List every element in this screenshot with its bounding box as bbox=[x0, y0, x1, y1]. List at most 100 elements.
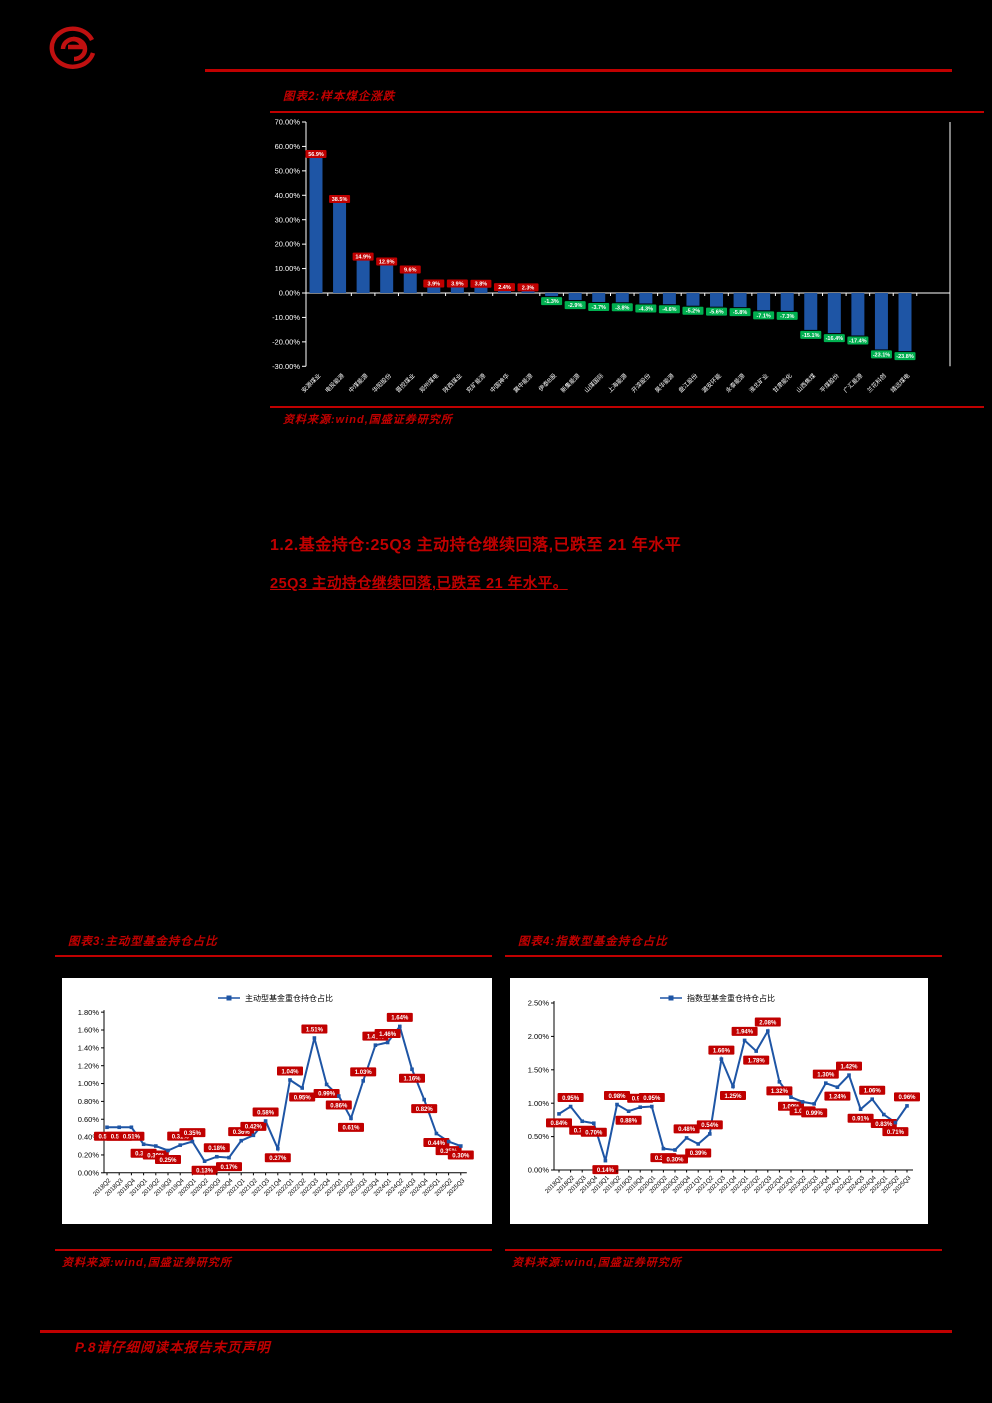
svg-text:9.6%: 9.6% bbox=[404, 268, 417, 274]
bar-group: -2.9% 新集能源 bbox=[559, 293, 586, 394]
svg-text:0.71%: 0.71% bbox=[887, 1130, 905, 1136]
svg-text:0.88%: 0.88% bbox=[620, 1119, 638, 1125]
point-value-label: 0.51% bbox=[118, 1131, 145, 1141]
svg-text:1.16%: 1.16% bbox=[403, 1077, 421, 1083]
data-point bbox=[789, 1095, 793, 1099]
point-value-label: 0.27% bbox=[264, 1153, 291, 1163]
svg-text:0.18%: 0.18% bbox=[208, 1146, 226, 1152]
data-point bbox=[446, 1139, 451, 1144]
figure3-panel: 主动型基金重仓持仓占比 1.80% 1.60% 1.40% 1.20% 1.00% 0.80… bbox=[62, 978, 492, 1224]
svg-text:0.95%: 0.95% bbox=[643, 1096, 661, 1102]
data-point bbox=[824, 1081, 828, 1085]
point-value-label: 0.88% bbox=[615, 1115, 642, 1125]
bar-group: 12.9% 华阳股份 bbox=[370, 257, 398, 394]
point-value-label: 0.95% bbox=[289, 1092, 316, 1102]
bar-category-label: 潞安环能 bbox=[700, 372, 723, 395]
bar-value-label bbox=[870, 350, 892, 359]
svg-text:0.42%: 0.42% bbox=[245, 1125, 263, 1131]
svg-text:0.95%: 0.95% bbox=[562, 1096, 580, 1102]
svg-text:0.95%: 0.95% bbox=[294, 1095, 312, 1101]
bar-value-label bbox=[776, 311, 798, 320]
svg-text:0.98%: 0.98% bbox=[608, 1094, 626, 1100]
data-point bbox=[288, 1078, 292, 1082]
svg-text:-3.8%: -3.8% bbox=[615, 305, 629, 311]
svg-text:1.25%: 1.25% bbox=[724, 1094, 742, 1100]
bar-group: -4.6% 昊华能源 bbox=[653, 293, 680, 394]
figure2-source-rule bbox=[270, 406, 984, 408]
point-value-label: 1.78% bbox=[743, 1055, 770, 1065]
bar-category-label: 兰花科创 bbox=[865, 372, 888, 395]
bar-value-label bbox=[493, 283, 515, 292]
sample-coal-bar-chart: 70.00% 60.00% 50.00% 40.00% 30.00% 20.00% 10.0… bbox=[272, 118, 951, 395]
figure4-source: 资料来源:wind,国盛证券研究所 bbox=[512, 1257, 682, 1269]
data-point bbox=[847, 1073, 851, 1077]
svg-text:3.9%: 3.9% bbox=[451, 281, 464, 287]
data-point bbox=[141, 1142, 146, 1147]
point-value-label: 0.30% bbox=[662, 1154, 688, 1164]
bar-group: -1.3% 伊泰B股 bbox=[537, 293, 563, 393]
data-point bbox=[870, 1097, 874, 1101]
svg-text:0.00%: 0.00% bbox=[279, 289, 301, 298]
data-point bbox=[337, 1094, 341, 1098]
bar-category-label: 甘肃能化 bbox=[771, 372, 794, 395]
bar-value-label bbox=[517, 283, 539, 292]
bar-value-label bbox=[376, 257, 398, 266]
svg-text:-5.6%: -5.6% bbox=[709, 310, 723, 316]
data-point bbox=[626, 1109, 631, 1114]
data-point bbox=[385, 1040, 390, 1045]
svg-text:-15.1%: -15.1% bbox=[802, 333, 820, 339]
point-value-label: 1.94% bbox=[731, 1026, 758, 1036]
svg-text:1.00%: 1.00% bbox=[528, 1099, 550, 1108]
data-point bbox=[434, 1131, 439, 1136]
bar-group: -4.3% 开滦股份 bbox=[630, 293, 657, 394]
svg-text:12.9%: 12.9% bbox=[379, 259, 395, 265]
svg-text:1.78%: 1.78% bbox=[748, 1058, 766, 1064]
bar-category-label: 永泰能源 bbox=[724, 372, 747, 395]
point-value-label: 0.98% bbox=[604, 1091, 630, 1101]
data-point bbox=[312, 1036, 317, 1040]
data-point bbox=[227, 1155, 231, 1160]
svg-text:1.51%: 1.51% bbox=[306, 1027, 324, 1033]
svg-text:0.20%: 0.20% bbox=[78, 1151, 100, 1160]
data-point bbox=[673, 1148, 677, 1152]
data-point bbox=[893, 1120, 898, 1125]
svg-text:3.9%: 3.9% bbox=[428, 281, 441, 287]
point-value-label: 0.61% bbox=[338, 1122, 364, 1132]
bar-category-label: 山煤国际 bbox=[582, 372, 605, 395]
svg-text:0.30%: 0.30% bbox=[452, 1153, 470, 1159]
svg-text:-5.2%: -5.2% bbox=[686, 309, 700, 315]
svg-text:1.40%: 1.40% bbox=[78, 1043, 100, 1052]
bar-group: -16.4% 平煤股份 bbox=[818, 293, 845, 394]
bar-value-label bbox=[470, 279, 492, 288]
index-fund-line-chart: 指数型基金重仓持仓占比 2.50% 2.00% 1.50% 1.00% 0.50% 0.00… bbox=[528, 993, 920, 1195]
svg-text:1.60%: 1.60% bbox=[78, 1026, 100, 1035]
data-point bbox=[190, 1139, 195, 1144]
data-point bbox=[263, 1119, 268, 1123]
data-point bbox=[410, 1067, 414, 1072]
point-value-label: 0.17% bbox=[216, 1162, 242, 1172]
svg-text:0.30%: 0.30% bbox=[666, 1157, 684, 1163]
svg-text:1.46%: 1.46% bbox=[379, 1032, 397, 1038]
svg-text:10.00%: 10.00% bbox=[275, 264, 301, 273]
svg-text:1.80%: 1.80% bbox=[78, 1008, 100, 1017]
svg-text:0.61%: 0.61% bbox=[342, 1126, 360, 1132]
svg-text:-10.00%: -10.00% bbox=[272, 313, 300, 322]
data-point bbox=[696, 1142, 700, 1146]
svg-text:20.00%: 20.00% bbox=[275, 240, 301, 249]
data-point bbox=[684, 1136, 689, 1140]
svg-text:0.60%: 0.60% bbox=[78, 1115, 100, 1124]
point-value-label: 0.83% bbox=[870, 1119, 897, 1129]
svg-text:0.84%: 0.84% bbox=[550, 1121, 568, 1127]
figure2-title-rule bbox=[270, 111, 984, 113]
data-point bbox=[835, 1085, 840, 1089]
bar-value-label bbox=[564, 301, 586, 310]
point-value-label: 0.42% bbox=[240, 1121, 267, 1131]
bar-value-label bbox=[329, 194, 351, 203]
svg-text:2.3%: 2.3% bbox=[522, 285, 535, 291]
point-value-label: 0.14% bbox=[592, 1165, 619, 1175]
point-value-label: 1.24% bbox=[824, 1091, 851, 1101]
data-point bbox=[361, 1079, 365, 1083]
data-point bbox=[300, 1086, 304, 1090]
svg-text:0.51%: 0.51% bbox=[123, 1135, 141, 1141]
point-value-label: 0.71% bbox=[882, 1127, 909, 1137]
